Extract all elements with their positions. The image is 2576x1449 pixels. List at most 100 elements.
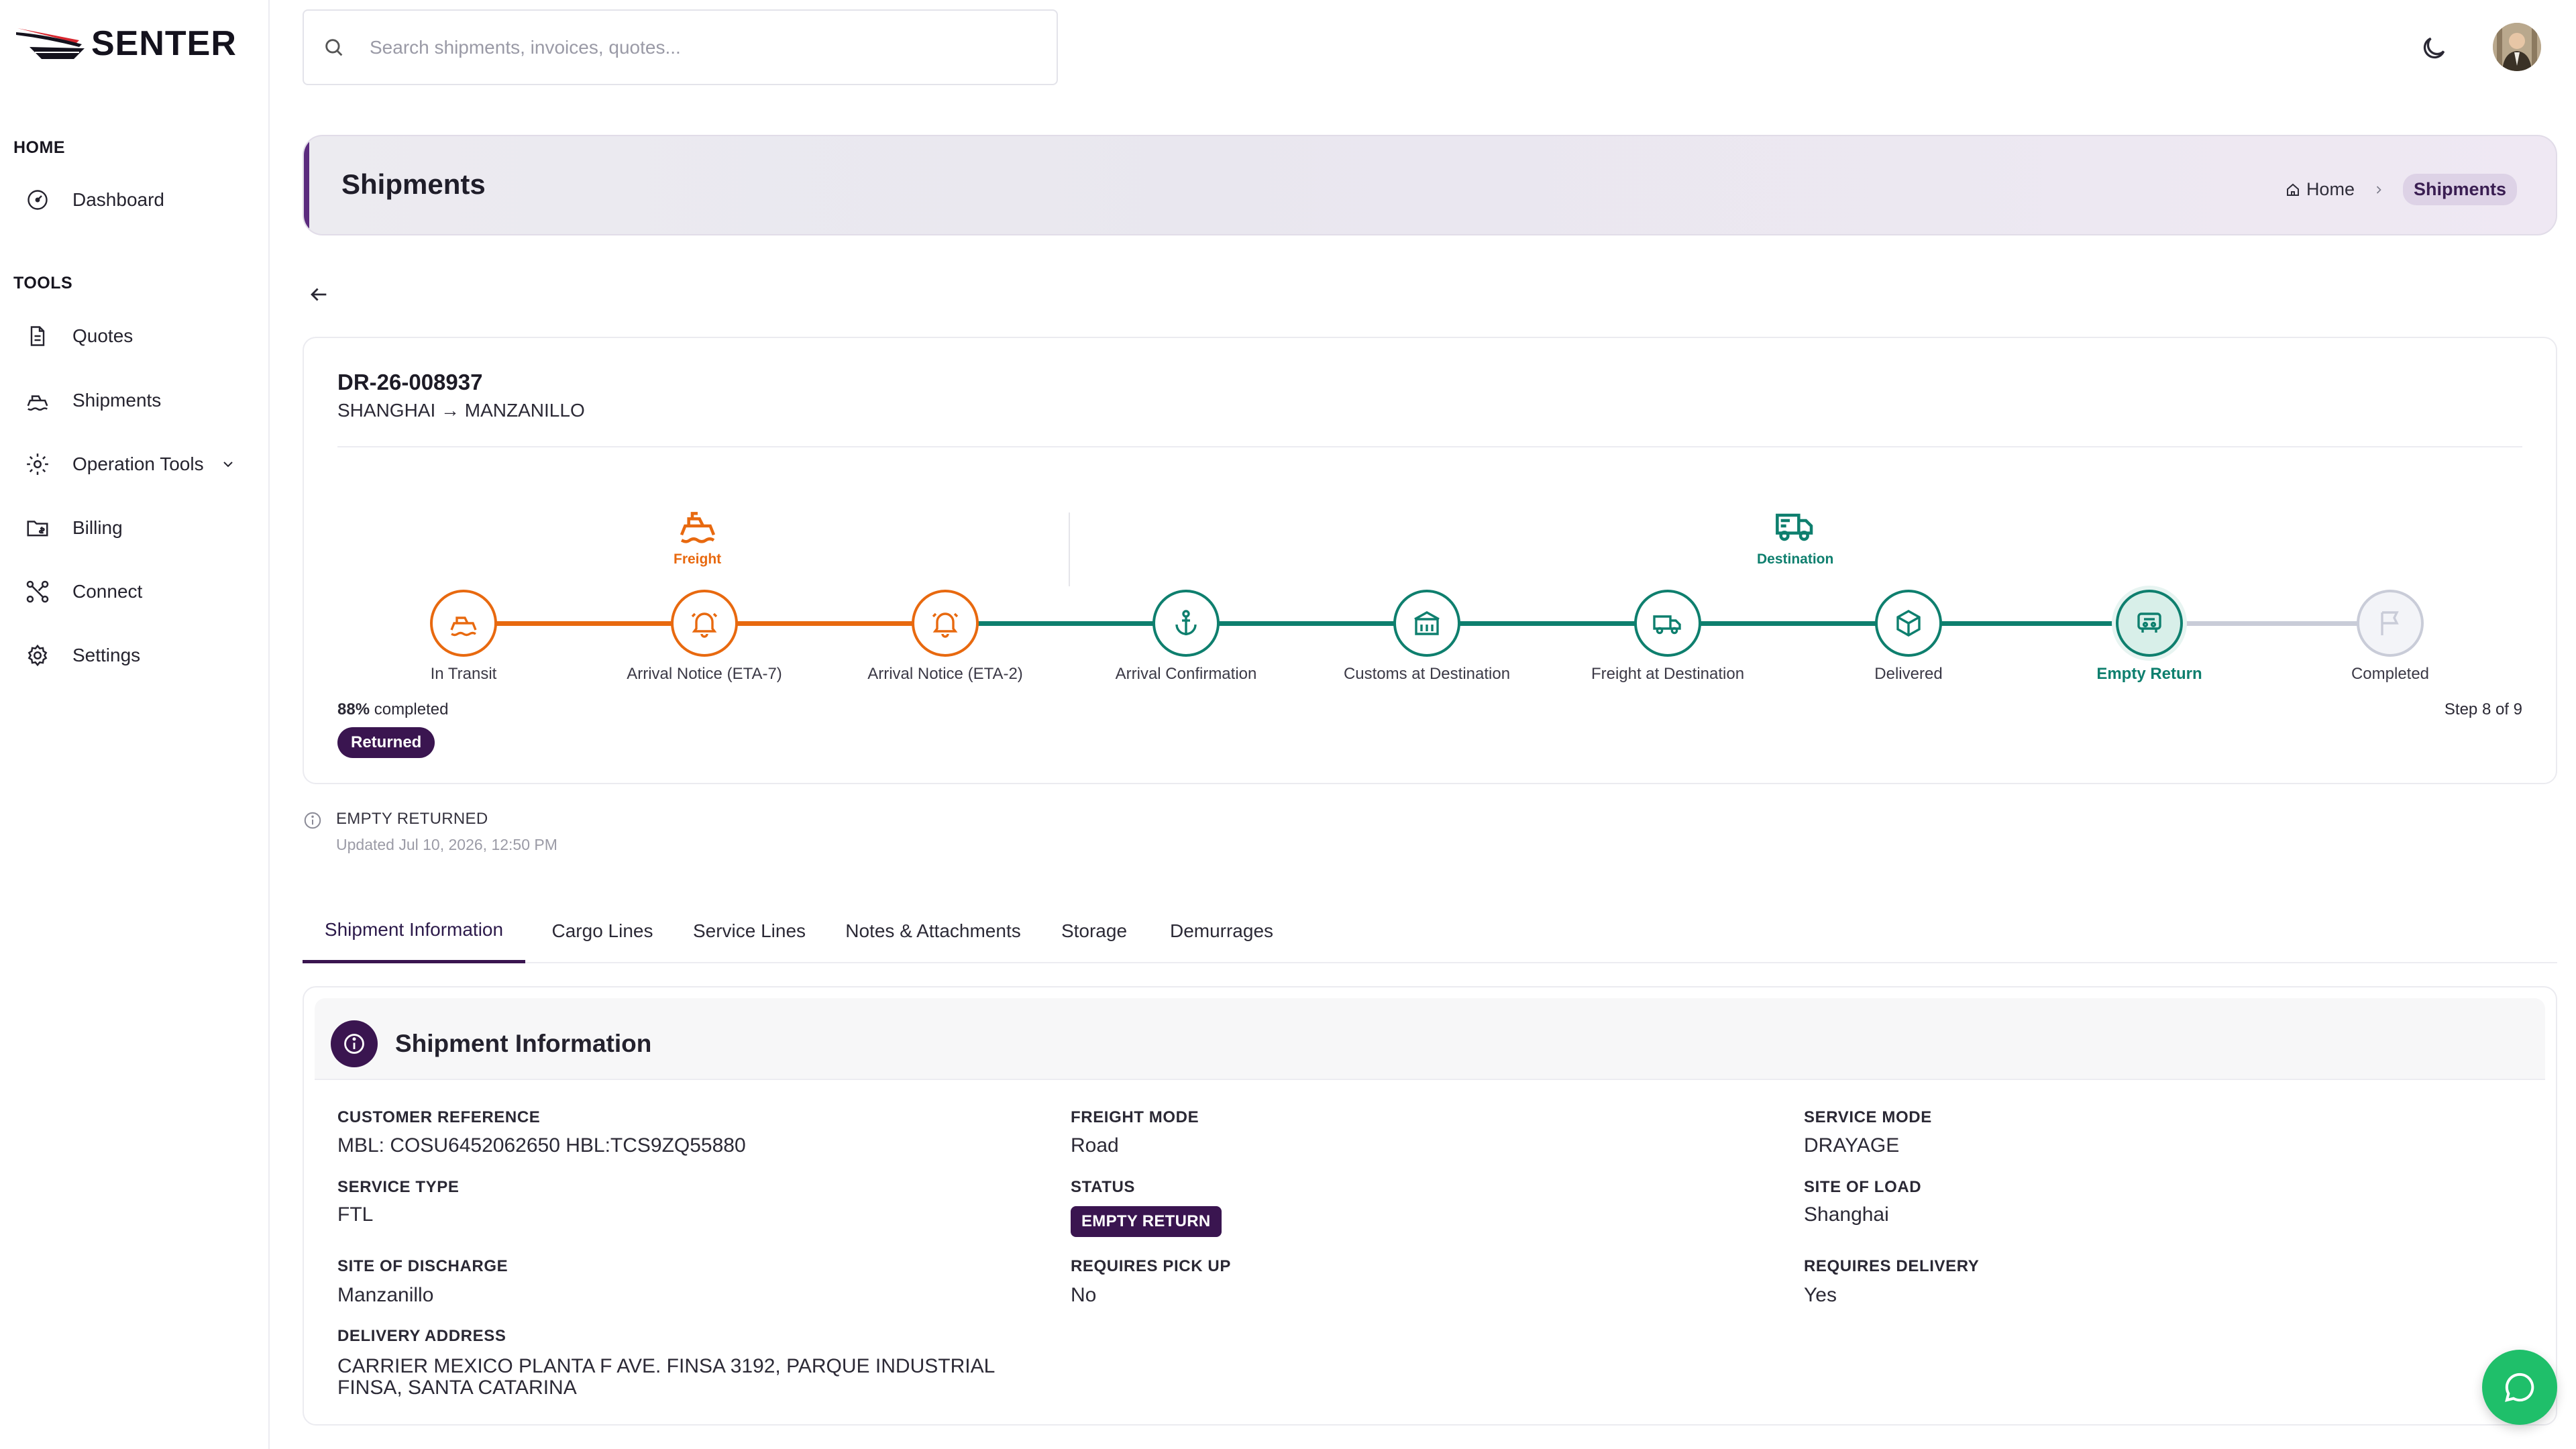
tracker-step-label: Empty Return bbox=[2096, 665, 2202, 683]
sidebar-item-dashboard[interactable]: Dashboard bbox=[24, 176, 252, 223]
progress-percent: 88% completed bbox=[337, 700, 448, 719]
tab-service-lines[interactable]: Service Lines bbox=[692, 920, 806, 941]
folder-dollar-icon bbox=[24, 515, 51, 541]
tab-storage[interactable]: Storage bbox=[1061, 920, 1128, 941]
tracker-step-icon bbox=[1653, 615, 1681, 635]
tab-shipment-information[interactable]: Shipment Information bbox=[303, 899, 525, 963]
tracker-connector bbox=[1909, 621, 2149, 626]
tracker-step-icon bbox=[1414, 611, 1440, 635]
arrow-left-icon bbox=[311, 288, 327, 301]
tracker-step-1 bbox=[430, 590, 497, 657]
breadcrumb-home[interactable]: Home bbox=[2285, 179, 2355, 200]
chevron-down-icon[interactable] bbox=[220, 456, 236, 472]
tracker-step-icon bbox=[932, 612, 959, 638]
tracker-step-label: Delivered bbox=[1874, 665, 1943, 683]
info-card-header: Shipment Information bbox=[315, 998, 2545, 1080]
status-value-badge: EMPTY RETURN bbox=[1071, 1206, 1222, 1237]
user-avatar-icon bbox=[2493, 23, 2541, 71]
page-title: Shipments bbox=[341, 168, 486, 200]
sidebar-item-billing[interactable]: Billing bbox=[24, 504, 252, 551]
field-label: SITE OF LOAD bbox=[1804, 1178, 1922, 1196]
chat-icon bbox=[2505, 1373, 2534, 1402]
tracker-step-6 bbox=[1634, 590, 1701, 657]
breadcrumb: Home Shipments bbox=[2285, 174, 2517, 205]
site-of-discharge-value: Manzanillo bbox=[337, 1284, 434, 1306]
sidebar-item-connect[interactable]: Connect bbox=[24, 568, 252, 615]
sidebar-item-label: Connect bbox=[72, 581, 143, 602]
tracker-step-icon bbox=[2381, 611, 2399, 635]
status-note-title: EMPTY RETURNED bbox=[336, 810, 488, 828]
field-label: REQUIRES DELIVERY bbox=[1804, 1257, 1980, 1275]
chat-button[interactable] bbox=[2482, 1350, 2557, 1425]
step-counter: Step 8 of 9 bbox=[2444, 700, 2522, 718]
status-note-updated: Updated Jul 10, 2026, 12:50 PM bbox=[336, 836, 557, 853]
settings-icon bbox=[24, 642, 51, 669]
service-type-value: FTL bbox=[337, 1203, 374, 1226]
tracker-step-icon bbox=[1175, 610, 1197, 635]
dashboard-icon bbox=[24, 186, 51, 213]
shipment-information-card: Shipment Information CUSTOMER REFERENCE … bbox=[303, 986, 2557, 1426]
search-icon bbox=[323, 36, 345, 59]
tracker-step-9 bbox=[2357, 590, 2424, 657]
tab-notes-attachments[interactable]: Notes & Attachments bbox=[845, 920, 1021, 941]
logo-mark-icon bbox=[16, 28, 85, 59]
moon-icon bbox=[2423, 37, 2445, 59]
divider bbox=[337, 446, 2522, 447]
field-label: SITE OF DISCHARGE bbox=[337, 1257, 508, 1275]
sidebar-item-operation-tools[interactable]: Operation Tools bbox=[24, 441, 252, 488]
requires-delivery-value: Yes bbox=[1804, 1284, 1837, 1306]
tracker-step-icon bbox=[2137, 612, 2161, 633]
breadcrumb-current: Shipments bbox=[2402, 174, 2517, 205]
tracker-step-label: Arrival Confirmation bbox=[1115, 665, 1257, 683]
dark-mode-toggle[interactable] bbox=[2419, 34, 2449, 63]
field-label: STATUS bbox=[1071, 1178, 1136, 1196]
sidebar-item-label: Billing bbox=[72, 517, 123, 538]
sidebar-item-settings[interactable]: Settings bbox=[24, 632, 252, 679]
truck-icon bbox=[1776, 513, 1813, 541]
tracker-step-3 bbox=[912, 590, 979, 657]
delivery-address-line-2: FINSA, SANTA CATARINA bbox=[337, 1377, 577, 1399]
phase-divider bbox=[1069, 513, 1070, 586]
sidebar-item-label: Shipments bbox=[72, 390, 162, 411]
avatar[interactable] bbox=[2493, 23, 2541, 71]
tracker-step-label: Freight at Destination bbox=[1591, 665, 1745, 683]
tracker-step-5 bbox=[1393, 590, 1460, 657]
tracker-connector bbox=[945, 621, 1186, 626]
tab-cargo-lines[interactable]: Cargo Lines bbox=[551, 920, 653, 941]
tracker-connector bbox=[1668, 621, 1909, 626]
tracker-connector bbox=[704, 621, 945, 626]
field-label: FREIGHT MODE bbox=[1071, 1108, 1199, 1126]
tracker-step-icon bbox=[1896, 610, 1921, 637]
ship-icon bbox=[24, 387, 51, 414]
status-badge: Returned bbox=[337, 727, 435, 758]
home-icon bbox=[2286, 183, 2299, 196]
header-accent bbox=[304, 136, 309, 234]
requires-pick-up-value: No bbox=[1071, 1284, 1097, 1306]
tracker-step-icon bbox=[450, 616, 477, 637]
search-input[interactable] bbox=[370, 36, 973, 58]
search-bar[interactable] bbox=[303, 9, 1058, 85]
field-label: DELIVERY ADDRESS bbox=[337, 1327, 506, 1345]
sidebar-item-label: Operation Tools bbox=[72, 453, 204, 474]
page-header: Shipments Home Shipments bbox=[303, 135, 2557, 235]
info-card-title: Shipment Information bbox=[395, 1030, 652, 1057]
tracker-step-icon bbox=[691, 612, 718, 638]
tab-demurrages[interactable]: Demurrages bbox=[1169, 920, 1274, 941]
site-of-load-value: Shanghai bbox=[1804, 1203, 1889, 1226]
sidebar-item-label: Dashboard bbox=[72, 189, 164, 210]
brand-logo[interactable]: SENTER bbox=[15, 23, 237, 64]
shipment-progress-card: DR-26-008937 SHANGHAI → MANZANILLO Freig… bbox=[303, 337, 2557, 784]
service-mode-value: DRAYAGE bbox=[1804, 1134, 1900, 1157]
sidebar-item-shipments[interactable]: Shipments bbox=[24, 377, 252, 424]
sidebar-item-quotes[interactable]: Quotes bbox=[24, 313, 252, 360]
tracker-connector bbox=[1427, 621, 1668, 626]
tracker-step-label: Arrival Notice (ETA-7) bbox=[627, 665, 782, 683]
tracker-step-7 bbox=[1875, 590, 1942, 657]
shipment-route: SHANGHAI → MANZANILLO bbox=[337, 400, 585, 421]
gear-icon bbox=[24, 451, 51, 478]
phase-label: Destination bbox=[1757, 551, 1834, 567]
tracker-step-2 bbox=[671, 590, 738, 657]
back-button[interactable] bbox=[307, 283, 330, 306]
phase-label: Freight bbox=[674, 551, 722, 567]
tab-bar: Shipment Information Cargo Lines Service… bbox=[303, 899, 2557, 963]
